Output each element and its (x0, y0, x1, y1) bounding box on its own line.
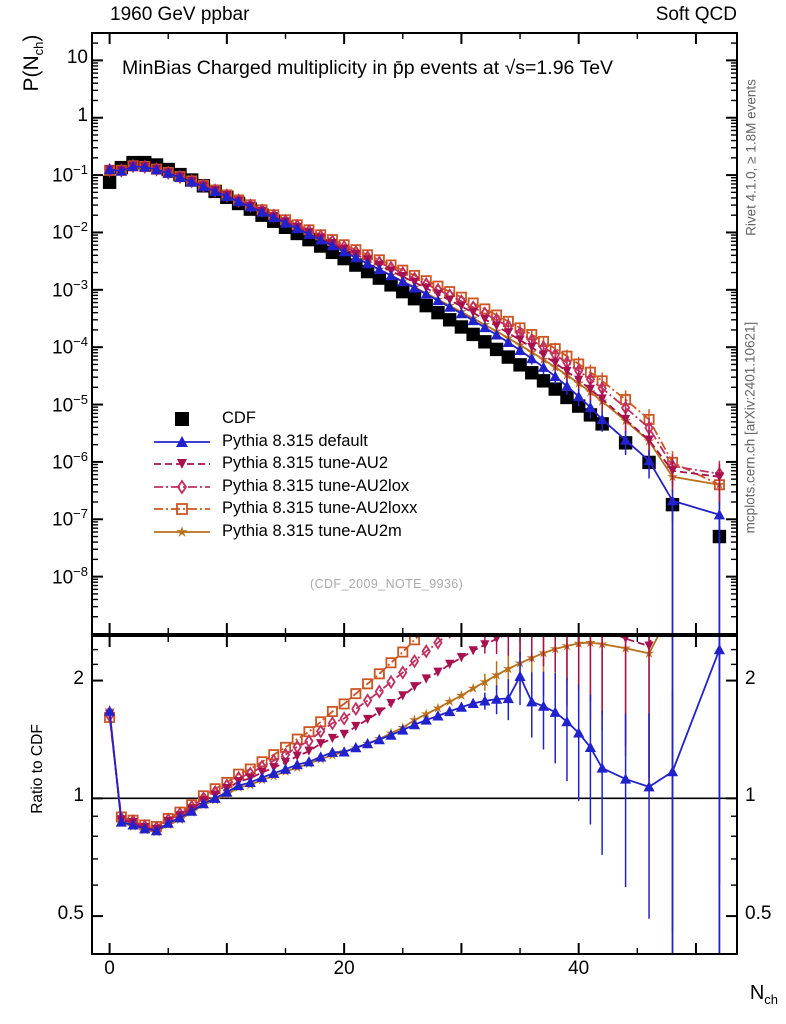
legend-label: Pythia 8.315 tune-AU2m (222, 521, 402, 540)
y-tick-label: 10 (66, 47, 88, 69)
x-tick-label: 0 (104, 958, 115, 979)
ratio-tick-label: 2 (73, 667, 84, 689)
x-tick-label: 20 (333, 958, 355, 979)
plot-title: MinBias Charged multiplicity in p̄p even… (122, 57, 614, 79)
y-tick-label: 10−5 (52, 391, 88, 416)
ratio-tick-label: 0.5 (57, 903, 84, 925)
y-tick-label: 10−8 (52, 563, 88, 588)
ratio-tick-label-right: 2 (745, 667, 756, 689)
ratio-tick-label: 1 (73, 785, 84, 807)
legend-label: Pythia 8.315 tune-AU2lox (222, 476, 410, 495)
legend-marker-triangle-up-filled (152, 431, 214, 453)
legend-marker-square-filled (152, 408, 214, 430)
legend-label: Pythia 8.315 default (222, 431, 368, 450)
y-tick-label: 10−2 (52, 219, 88, 244)
y-tick-label: 1 (77, 104, 88, 126)
x-axis-label: Nch (749, 982, 778, 1007)
y-tick-label: 10−7 (52, 506, 88, 531)
legend-label: Pythia 8.315 tune-AU2loxx (222, 499, 418, 517)
analysis-id-watermark: (CDF_2009_NOTE_9936) (310, 577, 464, 591)
legend-label: CDF (222, 409, 256, 427)
y-tick-label: 10−6 (52, 448, 88, 474)
header-right-label: Soft QCD (655, 4, 737, 25)
ratio-tick-label-right: 0.5 (745, 903, 772, 925)
header-left-label: 1960 GeV ppbar (110, 4, 250, 25)
legend-label: Pythia 8.315 tune-AU2 (222, 454, 389, 472)
legend-marker-star-filled (152, 521, 214, 543)
ratio-tick-label-right: 1 (745, 785, 756, 807)
y-tick-label: 10−1 (52, 162, 88, 187)
legend-marker-square-open (152, 498, 214, 520)
y-tick-label: 10−4 (52, 334, 88, 359)
legend-marker-diamond-open (152, 476, 214, 498)
x-tick-label: 40 (568, 958, 590, 979)
legend-marker-triangle-down-filled (152, 453, 214, 475)
y-tick-label: 10−3 (52, 276, 88, 302)
